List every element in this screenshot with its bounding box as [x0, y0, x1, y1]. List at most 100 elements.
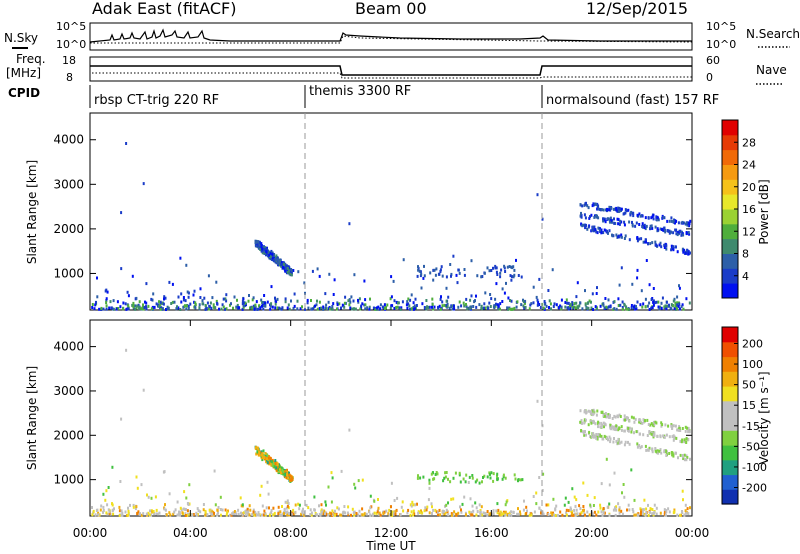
velocity-data-cell [388, 513, 391, 517]
frequency-panel: Freq. [MHz] 18 8 60 0 Nave CPID [6, 52, 787, 100]
velocity-data-cell [611, 417, 614, 420]
velocity-data-cell [445, 503, 448, 507]
power-data-cell [501, 287, 504, 291]
velocity-data-cell [606, 436, 608, 440]
velocity-data-cell [618, 413, 621, 417]
power-data-cell [122, 307, 124, 311]
power-data-cell [622, 212, 625, 216]
power-data-cell [187, 295, 190, 299]
power-data-cell [364, 298, 367, 302]
velocity-data-cell [445, 471, 448, 474]
velocity-data-cell [142, 512, 145, 516]
power-data-cell [389, 306, 392, 310]
velocity-data-cell [224, 508, 227, 512]
power-data-cell [507, 296, 510, 300]
velocity-data-cell [186, 513, 189, 517]
power-data-cell [333, 278, 336, 282]
velocity-data-cell [650, 432, 653, 436]
freq-label-line2: [MHz] [6, 66, 41, 80]
power-data-cell [400, 306, 403, 310]
velocity-data-cell [266, 461, 269, 465]
power-data-cell [273, 256, 275, 260]
velocity-data-cell [618, 427, 621, 431]
velocity-data-cell [663, 435, 666, 439]
velocity-data-cell [592, 432, 595, 435]
velocity-data-cell [482, 476, 484, 479]
power-data-cell [249, 306, 252, 310]
power-data-cell [510, 278, 513, 282]
velocity-data-cell [240, 511, 242, 515]
velocity-data-cell [671, 453, 674, 457]
power-data-cell [638, 237, 641, 241]
power-data-cell [483, 271, 486, 275]
velocity-data-cell [428, 478, 431, 482]
velocity-data-cell [492, 479, 495, 483]
power-data-cell [445, 304, 448, 308]
power-data-cell [674, 307, 677, 311]
power-data-cell [564, 305, 567, 309]
velocity-data-cell [216, 513, 219, 517]
power-data-cell [316, 307, 319, 311]
power-data-cell [288, 307, 291, 311]
velocity-data-cell [100, 504, 103, 508]
power-data-cell [96, 295, 99, 299]
power-data-cell [173, 300, 176, 304]
power-data-cell [625, 305, 628, 309]
power-data-cell [349, 300, 352, 304]
velocity-data-cell [679, 429, 682, 432]
velocity-data-cell [677, 456, 679, 460]
velocity-data-cell [124, 510, 127, 514]
power-data-cell [487, 306, 490, 310]
power-data-cell [549, 302, 552, 306]
velocity-data-cell [592, 504, 595, 507]
velocity-data-cell [452, 476, 455, 480]
velocity-data-cell [589, 505, 592, 509]
velocity-data-cell [358, 509, 361, 513]
velocity-data-cell [266, 480, 269, 484]
power-data-cell [260, 245, 263, 249]
velocity-data-cell [112, 512, 115, 516]
power-data-cell [179, 256, 182, 260]
power-data-cell [564, 301, 567, 304]
velocity-data-cell [416, 502, 418, 506]
power-data-cell [416, 274, 419, 278]
velocity-data-cell [681, 454, 684, 457]
power-data-cell [609, 208, 612, 212]
velocity-data-cell [233, 512, 235, 516]
power-data-cell [241, 307, 244, 311]
power-data-cell [290, 273, 293, 277]
power-ytick-label-2: 3000 [53, 177, 84, 191]
velocity-data-cell [649, 423, 652, 427]
power-data-cell [194, 301, 197, 305]
power-data-cell [284, 269, 287, 273]
power-data-cell [343, 305, 346, 309]
power-data-cell [142, 303, 144, 307]
velocity-data-cell [309, 513, 312, 516]
velocity-data-cell [475, 506, 478, 510]
velocity-data-cell [132, 505, 135, 509]
power-data-cell [590, 213, 593, 217]
velocity-data-cell [354, 486, 357, 490]
power-data-cell [569, 304, 571, 308]
velocity-data-cell [502, 473, 505, 477]
velocity-data-cell [393, 510, 396, 514]
velocity-data-cell [291, 477, 294, 481]
power-data-cell [594, 305, 597, 309]
power-data-cell [276, 297, 279, 301]
velocity-data-cell [155, 508, 158, 512]
power-data-cell [640, 237, 643, 241]
power-data-cell [160, 306, 163, 310]
velocity-data-cell [149, 509, 151, 513]
velocity-data-cell [638, 418, 641, 422]
power-data-cell [451, 307, 454, 311]
power-data-cell [225, 293, 228, 297]
power-data-cell [687, 231, 690, 234]
power-data-cell [603, 228, 606, 232]
power-data-cell [241, 299, 244, 303]
power-data-cell [543, 302, 546, 306]
velocity-data-cell [504, 503, 507, 507]
velocity-data-cell [589, 503, 592, 507]
velocity-data-cell [612, 440, 615, 444]
velocity-data-cell [474, 501, 477, 505]
